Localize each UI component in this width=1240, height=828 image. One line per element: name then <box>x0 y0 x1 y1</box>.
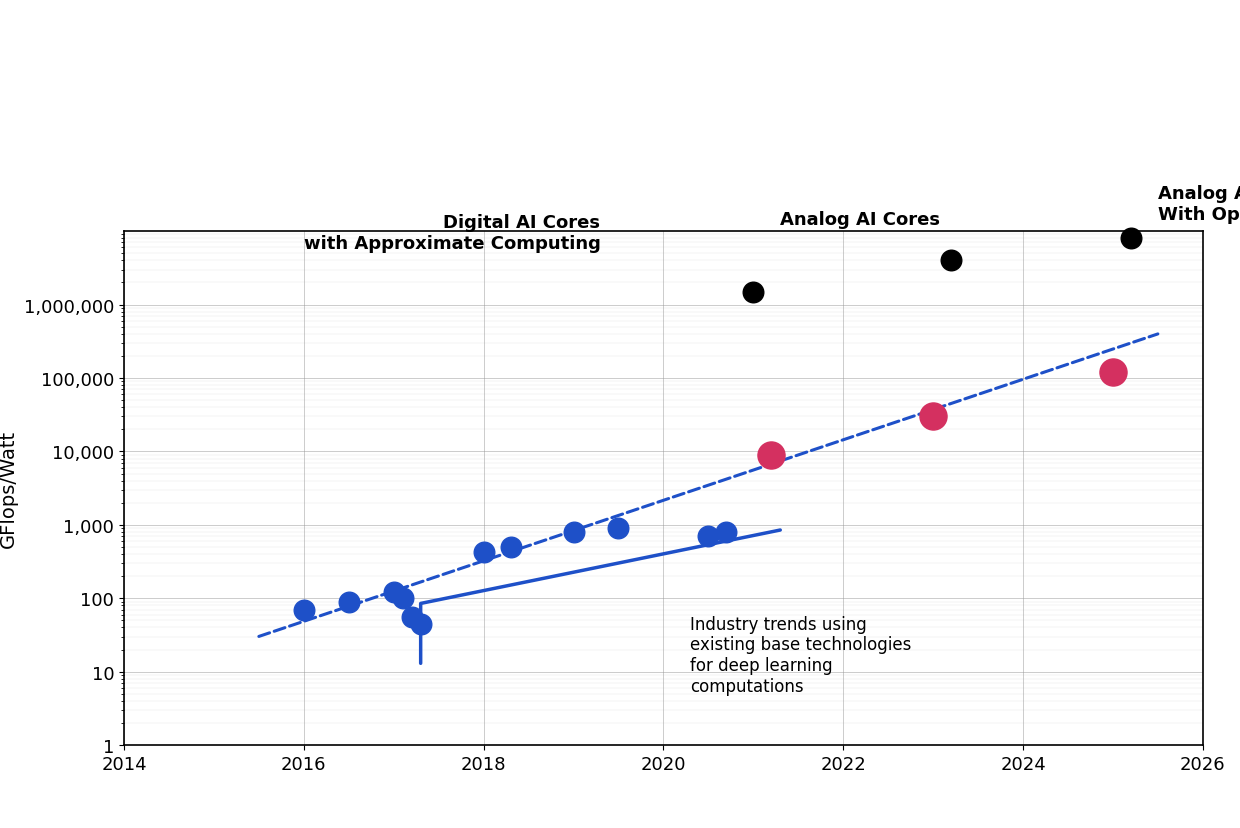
Point <box>339 595 358 609</box>
Point <box>294 604 314 617</box>
Point <box>474 546 494 559</box>
Point <box>393 592 413 605</box>
Point <box>698 530 718 543</box>
Point <box>1121 233 1141 246</box>
Point <box>609 522 629 535</box>
Point <box>744 286 764 299</box>
Point <box>501 541 521 554</box>
Point <box>384 586 404 599</box>
Point <box>410 618 430 631</box>
Point <box>761 449 781 462</box>
Text: Analog AI Cores: Analog AI Cores <box>780 210 940 229</box>
Point <box>563 526 584 539</box>
Text: Industry trends using
existing base technologies
for deep learning
computations: Industry trends using existing base tech… <box>691 615 911 695</box>
Point <box>402 611 422 624</box>
Text: Digital AI Cores
with Approximate Computing: Digital AI Cores with Approximate Comput… <box>304 214 600 253</box>
Point <box>717 526 737 539</box>
Point <box>1102 366 1122 379</box>
Y-axis label: GFlops/Watt: GFlops/Watt <box>0 430 19 547</box>
Point <box>924 410 944 423</box>
Point <box>941 254 961 267</box>
Text: Analog AI Cores
With Optimized Materials: Analog AI Cores With Optimized Materials <box>1158 185 1240 224</box>
